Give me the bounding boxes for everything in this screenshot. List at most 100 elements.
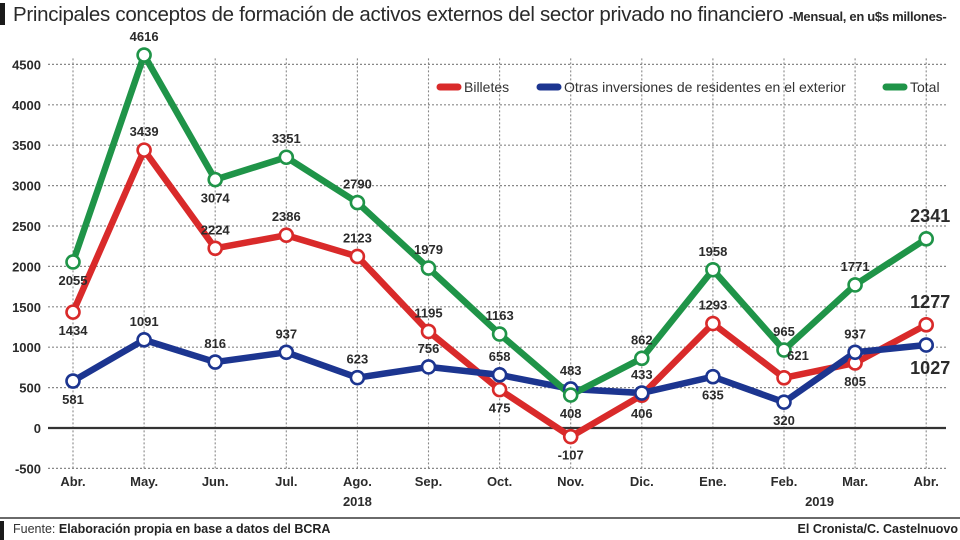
x-tick-label: Abr. bbox=[914, 474, 939, 489]
data-label-billetes: 1434 bbox=[59, 323, 89, 338]
data-label-total: 1979 bbox=[414, 242, 443, 257]
data-point-otras bbox=[918, 337, 935, 353]
footer-divider bbox=[0, 517, 960, 519]
chart-subtitle: -Mensual, en u$s millones- bbox=[788, 9, 947, 24]
series bbox=[65, 47, 935, 445]
data-point-total bbox=[349, 194, 366, 211]
data-label-otras: 581 bbox=[62, 392, 84, 407]
data-point-otras bbox=[207, 354, 223, 370]
data-label-billetes: 805 bbox=[844, 374, 866, 389]
title-accent-bar bbox=[0, 3, 5, 25]
y-tick-label: 2000 bbox=[12, 259, 41, 274]
data-point-otras bbox=[491, 367, 508, 383]
data-point-total bbox=[136, 47, 152, 63]
year-label: 2018 bbox=[343, 494, 372, 509]
data-point-otras bbox=[278, 344, 295, 361]
chart-title: Principales conceptos de formación de ac… bbox=[13, 3, 947, 27]
data-point-total bbox=[918, 231, 935, 247]
chart-title-text: Principales conceptos de formación de ac… bbox=[13, 3, 784, 26]
data-point-otras bbox=[136, 332, 152, 348]
data-point-billetes bbox=[278, 227, 295, 244]
data-label-billetes: 406 bbox=[631, 406, 653, 421]
data-label-otras: 756 bbox=[418, 341, 440, 356]
data-label-billetes: 2123 bbox=[343, 230, 372, 245]
data-label-total: 408 bbox=[560, 406, 582, 421]
x-tick-label: Feb. bbox=[771, 474, 798, 489]
data-point-billetes bbox=[491, 381, 508, 398]
data-point-total bbox=[562, 387, 579, 403]
data-point-otras bbox=[705, 368, 721, 385]
data-labels: 1434 3439 2224 2386 2123 1195 475 -107 406 1293 62… bbox=[59, 29, 951, 463]
x-tick-label: Sep. bbox=[415, 474, 442, 489]
data-label-billetes: 475 bbox=[489, 401, 511, 416]
data-label-otras: 635 bbox=[702, 388, 724, 403]
data-point-otras bbox=[65, 373, 81, 389]
data-label-otras: 320 bbox=[773, 413, 795, 428]
data-point-billetes bbox=[136, 142, 152, 158]
data-point-otras bbox=[349, 369, 366, 386]
source-label: Fuente: bbox=[13, 522, 56, 536]
data-label-total: 1163 bbox=[485, 308, 513, 323]
data-label-billetes: 2386 bbox=[272, 209, 301, 224]
data-point-otras bbox=[776, 394, 792, 410]
data-label-billetes: 1277 bbox=[910, 292, 950, 312]
data-label-total: 4616 bbox=[130, 29, 159, 44]
data-label-otras: 937 bbox=[844, 326, 866, 341]
x-tick-label: May. bbox=[130, 474, 158, 489]
data-point-total bbox=[420, 260, 437, 276]
data-label-otras: 483 bbox=[560, 363, 582, 378]
footer-credit: El Cronista/C. Castelnuovo bbox=[797, 522, 958, 536]
data-label-total: 1771 bbox=[841, 259, 870, 274]
y-tick-label: 0 bbox=[34, 421, 41, 436]
data-label-total: 965 bbox=[773, 324, 795, 339]
x-tick-label: Oct. bbox=[487, 474, 512, 489]
y-tick-label: 1000 bbox=[12, 340, 41, 355]
title-bar: Principales conceptos de formación de ac… bbox=[0, 0, 960, 30]
y-tick-label: 3000 bbox=[12, 179, 41, 194]
data-label-billetes: 1293 bbox=[698, 298, 727, 313]
data-label-total: 3074 bbox=[201, 191, 231, 206]
data-point-otras bbox=[420, 359, 437, 375]
x-tick-label: Mar. bbox=[842, 474, 868, 489]
data-point-otras bbox=[847, 344, 863, 361]
legend: Billetes Otras inversiones de residentes … bbox=[436, 79, 940, 95]
data-label-total: 1958 bbox=[698, 244, 727, 259]
data-point-billetes bbox=[705, 315, 721, 332]
data-point-total bbox=[491, 326, 508, 342]
data-point-otras bbox=[633, 385, 650, 401]
legend-label-billetes: Billetes bbox=[464, 79, 509, 95]
y-tick-label: 2500 bbox=[12, 219, 41, 234]
data-point-billetes bbox=[349, 248, 366, 265]
data-label-billetes: 621 bbox=[787, 348, 809, 363]
data-label-total: 862 bbox=[631, 332, 653, 347]
x-tick-label: Ene. bbox=[699, 474, 726, 489]
data-label-otras: 623 bbox=[347, 352, 369, 367]
legend-label-total: Total bbox=[910, 79, 940, 95]
data-point-total bbox=[207, 171, 223, 188]
data-point-billetes bbox=[65, 304, 81, 320]
x-tick-label: Jul. bbox=[275, 474, 297, 489]
legend-label-otras: Otras inversiones de residentes en el ex… bbox=[564, 79, 846, 95]
y-tick-label: 1500 bbox=[12, 300, 41, 315]
data-label-billetes: 3439 bbox=[130, 124, 159, 139]
data-point-billetes bbox=[776, 370, 792, 386]
data-label-total: 3351 bbox=[272, 131, 301, 146]
data-point-total bbox=[633, 350, 650, 367]
data-point-total bbox=[847, 277, 863, 293]
data-label-otras: 1091 bbox=[130, 314, 159, 329]
data-point-total bbox=[705, 261, 721, 278]
data-label-total: 2790 bbox=[343, 177, 372, 192]
data-label-billetes: 2224 bbox=[201, 222, 231, 237]
footer-source: Fuente: Elaboración propia en base a dat… bbox=[13, 522, 330, 536]
data-label-otras: 937 bbox=[275, 326, 297, 341]
year-label: 2019 bbox=[805, 494, 834, 509]
data-label-total: 2055 bbox=[59, 273, 88, 288]
y-tick-label: 4500 bbox=[12, 57, 41, 72]
y-tick-label: -500 bbox=[15, 461, 41, 476]
data-point-total bbox=[776, 342, 792, 358]
data-point-total bbox=[278, 149, 295, 166]
source-text: Elaboración propia en base a datos del B… bbox=[58, 522, 331, 536]
data-label-billetes: -107 bbox=[558, 448, 584, 463]
footer-accent-bar bbox=[0, 521, 4, 540]
x-tick-label: Jun. bbox=[202, 474, 229, 489]
